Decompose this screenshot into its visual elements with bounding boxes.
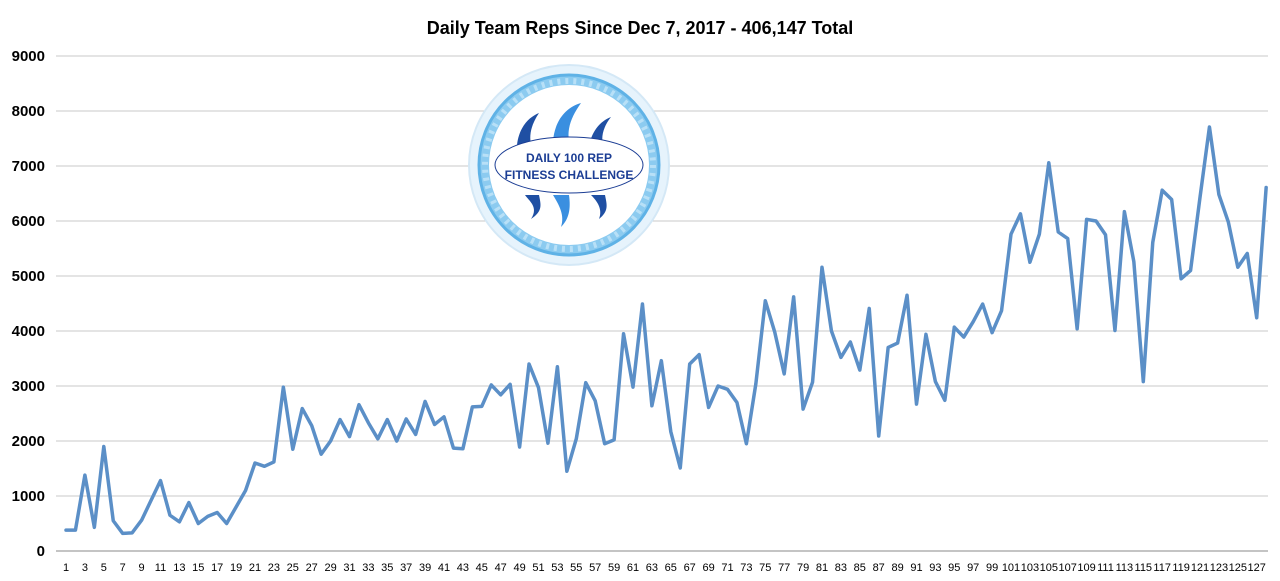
x-tick-label: 5 (101, 562, 107, 574)
fitness-challenge-logo: DAILY 100 REP FITNESS CHALLENGE (468, 64, 670, 266)
x-tick-label: 53 (551, 562, 563, 574)
x-tick-label: 119 (1172, 562, 1190, 574)
x-tick-label: 27 (306, 562, 318, 574)
x-tick-label: 29 (324, 562, 336, 574)
x-tick-label: 31 (343, 562, 355, 574)
x-tick-label: 85 (854, 562, 866, 574)
y-axis-ticks: 0 1000 2000 3000 4000 5000 6000 7000 8000 9000 (12, 48, 45, 560)
x-tick-label: 105 (1040, 562, 1058, 574)
x-tick-label: 125 (1229, 562, 1247, 574)
x-tick-label: 57 (589, 562, 601, 574)
x-tick-label: 89 (891, 562, 903, 574)
y-tick-label: 4000 (12, 323, 45, 340)
x-tick-label: 63 (646, 562, 658, 574)
x-tick-label: 67 (684, 562, 696, 574)
y-tick-label: 7000 (12, 158, 45, 175)
x-tick-label: 123 (1210, 562, 1228, 574)
x-tick-label: 97 (967, 562, 979, 574)
x-tick-label: 93 (929, 562, 941, 574)
y-tick-label: 6000 (12, 213, 45, 230)
y-tick-label: 1000 (12, 488, 45, 505)
x-tick-label: 37 (400, 562, 412, 574)
x-tick-label: 13 (173, 562, 185, 574)
logo-text-line1: DAILY 100 REP (526, 151, 612, 165)
x-tick-label: 23 (268, 562, 280, 574)
x-tick-label: 11 (155, 562, 166, 574)
x-tick-label: 77 (778, 562, 790, 574)
x-tick-label: 47 (495, 562, 507, 574)
x-tick-label: 83 (835, 562, 847, 574)
x-tick-label: 3 (82, 562, 88, 574)
y-tick-label: 0 (37, 543, 45, 560)
logo-text-line2: FITNESS CHALLENGE (505, 168, 634, 182)
x-tick-label: 43 (457, 562, 469, 574)
x-tick-label: 49 (513, 562, 525, 574)
x-tick-label: 115 (1135, 562, 1153, 574)
x-tick-label: 113 (1116, 562, 1134, 574)
x-tick-label: 1 (63, 562, 69, 574)
y-tick-label: 2000 (12, 433, 45, 450)
x-tick-label: 103 (1021, 562, 1039, 574)
x-tick-label: 15 (192, 562, 204, 574)
x-tick-label: 111 (1097, 562, 1114, 574)
x-tick-label: 101 (1002, 562, 1020, 574)
x-tick-label: 91 (910, 562, 922, 574)
x-tick-label: 55 (570, 562, 582, 574)
x-tick-label: 33 (362, 562, 374, 574)
x-tick-label: 41 (438, 562, 450, 574)
x-tick-label: 45 (476, 562, 488, 574)
x-tick-label: 65 (665, 562, 677, 574)
x-tick-label: 81 (816, 562, 828, 574)
y-tick-label: 9000 (12, 48, 45, 65)
x-tick-label: 117 (1153, 562, 1171, 574)
x-tick-label: 17 (211, 562, 223, 574)
chart-title: Daily Team Reps Since Dec 7, 2017 - 406,… (427, 18, 854, 38)
x-tick-label: 75 (759, 562, 771, 574)
y-tick-label: 8000 (12, 103, 45, 120)
x-tick-label: 21 (249, 562, 261, 574)
series-line (64, 125, 1268, 536)
x-tick-label: 71 (721, 562, 733, 574)
x-tick-label: 9 (139, 562, 145, 574)
x-tick-label: 99 (986, 562, 998, 574)
x-tick-label: 87 (873, 562, 885, 574)
x-tick-label: 121 (1191, 562, 1209, 574)
x-tick-label: 127 (1248, 562, 1266, 574)
x-axis-ticks: 1 3 5 7 9 11 13 15 17 19 21 23 25 27 29 31 33 35 37 39 41 43 4… (63, 562, 1266, 574)
x-tick-label: 107 (1059, 562, 1077, 574)
grid-lines (56, 55, 1268, 552)
x-tick-label: 59 (608, 562, 620, 574)
x-tick-label: 73 (740, 562, 752, 574)
x-tick-label: 61 (627, 562, 639, 574)
x-tick-label: 69 (702, 562, 714, 574)
y-tick-label: 3000 (12, 378, 45, 395)
x-tick-label: 51 (532, 562, 544, 574)
y-tick-label: 5000 (12, 268, 45, 285)
x-tick-label: 35 (381, 562, 393, 574)
x-tick-label: 19 (230, 562, 242, 574)
x-tick-label: 95 (948, 562, 960, 574)
x-tick-label: 39 (419, 562, 431, 574)
x-tick-label: 109 (1077, 562, 1095, 574)
x-tick-label: 7 (120, 562, 126, 574)
x-tick-label: 79 (797, 562, 809, 574)
x-tick-label: 25 (287, 562, 299, 574)
